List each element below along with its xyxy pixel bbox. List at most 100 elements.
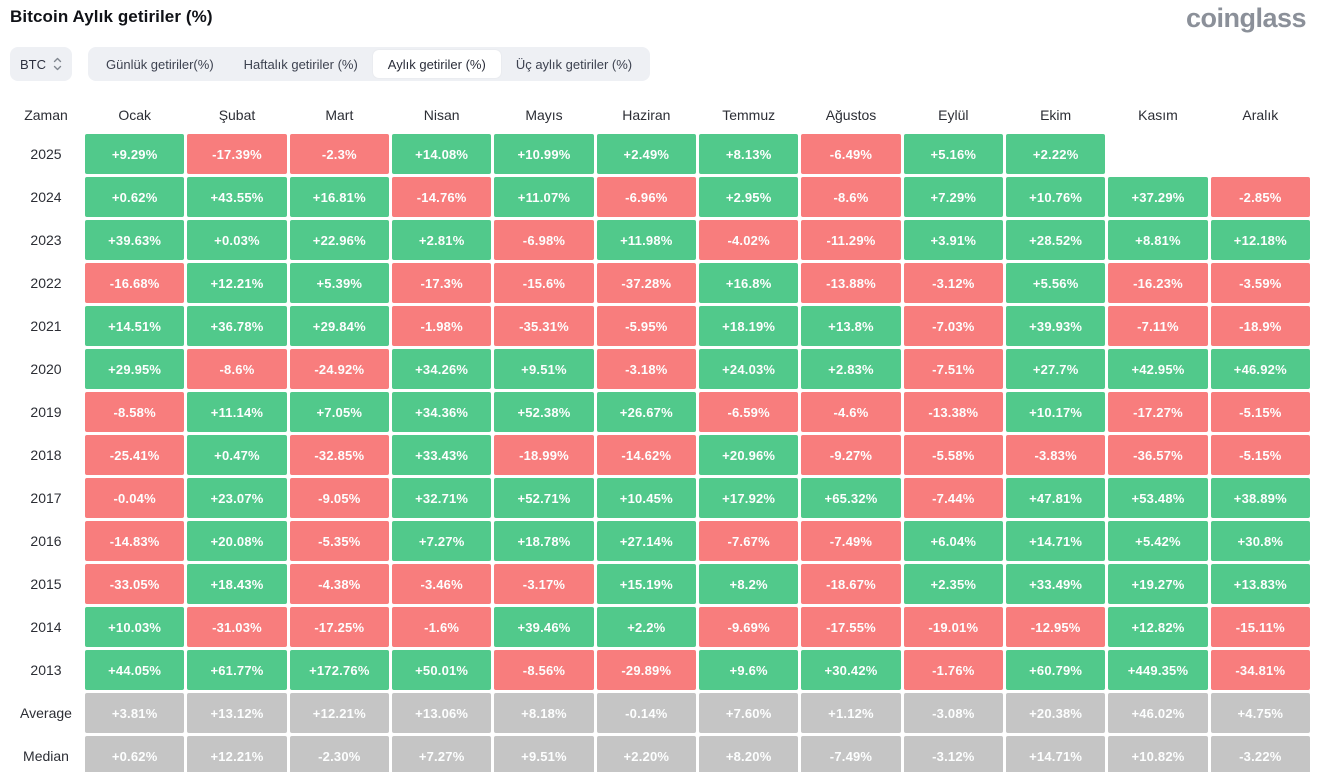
return-cell: +10.82%	[1108, 736, 1208, 772]
return-cell: -0.04%	[85, 478, 185, 518]
tab-weekly-returns[interactable]: Haftalık getiriler (%)	[243, 56, 358, 72]
return-cell: +4.75%	[1210, 693, 1310, 733]
return-cell: -1.98%	[392, 306, 492, 346]
return-cell: -1.76%	[903, 650, 1003, 690]
return-cell: -29.89%	[596, 650, 696, 690]
return-cell	[1108, 134, 1207, 174]
coinglass-logo: coinglass	[1185, 3, 1307, 33]
return-cell: +11.98%	[596, 220, 696, 260]
return-cell: +7.29%	[903, 177, 1003, 217]
column-header-month: Haziran	[622, 107, 671, 123]
return-cell: -33.05%	[85, 564, 185, 604]
tab-quarterly-returns[interactable]: Üç aylık getiriler (%)	[515, 56, 633, 72]
controls-bar: BTC Günlük getiriler(%) Haftalık getirile…	[10, 47, 1310, 81]
return-cell: +2.49%	[596, 134, 696, 174]
return-cell: +50.01%	[392, 650, 492, 690]
return-cell: -6.59%	[699, 392, 799, 432]
return-cell: +3.81%	[85, 693, 185, 733]
return-cell: +10.45%	[596, 478, 696, 518]
return-cell: +61.77%	[187, 650, 287, 690]
return-cell: +8.81%	[1108, 220, 1208, 260]
return-cell: -15.6%	[494, 263, 594, 303]
row-label: 2014	[30, 619, 62, 635]
column-header-month: Temmuz	[722, 107, 776, 123]
return-cell: -9.69%	[699, 607, 799, 647]
return-cell: +13.12%	[187, 693, 287, 733]
return-cell: +19.27%	[1108, 564, 1208, 604]
return-cell: -2.85%	[1210, 177, 1310, 217]
return-cell: -24.92%	[289, 349, 389, 389]
return-cell: +13.06%	[392, 693, 492, 733]
return-cell: +5.39%	[289, 263, 389, 303]
return-cell: +16.8%	[699, 263, 799, 303]
row-label: 2020	[30, 361, 62, 377]
return-cell: +2.35%	[903, 564, 1003, 604]
return-cell: +43.55%	[187, 177, 287, 217]
return-cell: +20.08%	[187, 521, 287, 561]
return-cell: -3.59%	[1210, 263, 1310, 303]
updown-chevrons-icon	[53, 56, 62, 72]
return-cell: +9.51%	[494, 736, 594, 772]
monthly-returns-table: Zaman Ocak Şubat Mart Nisan Mayıs Haziran Temmu…	[10, 91, 1310, 772]
row-label: 2015	[30, 576, 62, 592]
return-cell: +27.7%	[1006, 349, 1106, 389]
return-cell: +11.07%	[494, 177, 594, 217]
return-cell: +20.96%	[699, 435, 799, 475]
row-label: 2024	[30, 189, 62, 205]
return-cell: -6.96%	[596, 177, 696, 217]
return-cell: +39.93%	[1006, 306, 1106, 346]
return-cell: -17.27%	[1108, 392, 1208, 432]
return-cell: +53.48%	[1108, 478, 1208, 518]
return-cell: +14.08%	[392, 134, 492, 174]
column-header-month: Ocak	[118, 107, 151, 123]
return-cell: -17.55%	[801, 607, 901, 647]
return-cell: -25.41%	[85, 435, 185, 475]
return-cell: -8.6%	[801, 177, 901, 217]
return-cell: -7.67%	[699, 521, 799, 561]
tab-daily-returns[interactable]: Günlük getiriler(%)	[106, 56, 214, 72]
page-header: Bitcoin Aylık getiriler (%) coinglass	[0, 0, 1320, 32]
return-cell: +23.07%	[187, 478, 287, 518]
return-cell: -5.95%	[596, 306, 696, 346]
return-cell: +8.20%	[699, 736, 799, 772]
return-cell: -14.76%	[392, 177, 492, 217]
return-cell: +11.14%	[187, 392, 287, 432]
return-cell: -3.17%	[494, 564, 594, 604]
return-cell: +29.95%	[85, 349, 185, 389]
column-header-month: Nisan	[423, 107, 460, 123]
symbol-select[interactable]: BTC	[10, 47, 72, 81]
period-tabs: Günlük getiriler(%) Haftalık getiriler (%…	[88, 47, 651, 81]
return-cell: -15.11%	[1210, 607, 1310, 647]
return-cell: +449.35%	[1108, 650, 1208, 690]
page-title: Bitcoin Aylık getiriler (%)	[10, 7, 213, 26]
return-cell: -8.6%	[187, 349, 287, 389]
return-cell: -19.01%	[903, 607, 1003, 647]
return-cell: +46.92%	[1210, 349, 1310, 389]
return-cell: +10.99%	[494, 134, 594, 174]
return-cell: -6.98%	[494, 220, 594, 260]
return-cell: -7.11%	[1108, 306, 1208, 346]
return-cell: -18.99%	[494, 435, 594, 475]
return-cell: +5.16%	[903, 134, 1003, 174]
return-cell: +7.05%	[289, 392, 389, 432]
return-cell: -12.95%	[1006, 607, 1106, 647]
return-cell: -32.85%	[289, 435, 389, 475]
row-label: Average	[20, 705, 72, 721]
return-cell: +12.21%	[289, 693, 389, 733]
return-cell: -2.30%	[289, 736, 389, 772]
tab-monthly-returns[interactable]: Aylık getiriler (%)	[372, 50, 501, 78]
return-cell: +42.95%	[1108, 349, 1208, 389]
return-cell: +2.95%	[699, 177, 799, 217]
column-header-month: Ekim	[1040, 107, 1072, 123]
return-cell: -18.9%	[1210, 306, 1310, 346]
return-cell: +39.63%	[85, 220, 185, 260]
return-cell: +10.03%	[85, 607, 185, 647]
return-cell: +7.60%	[699, 693, 799, 733]
return-cell: -31.03%	[187, 607, 287, 647]
return-cell: -3.83%	[1006, 435, 1106, 475]
return-cell: +9.51%	[494, 349, 594, 389]
column-header-month: Ağustos	[825, 107, 877, 123]
return-cell: -4.6%	[801, 392, 901, 432]
row-label: 2022	[30, 275, 62, 291]
return-cell: +34.26%	[392, 349, 492, 389]
